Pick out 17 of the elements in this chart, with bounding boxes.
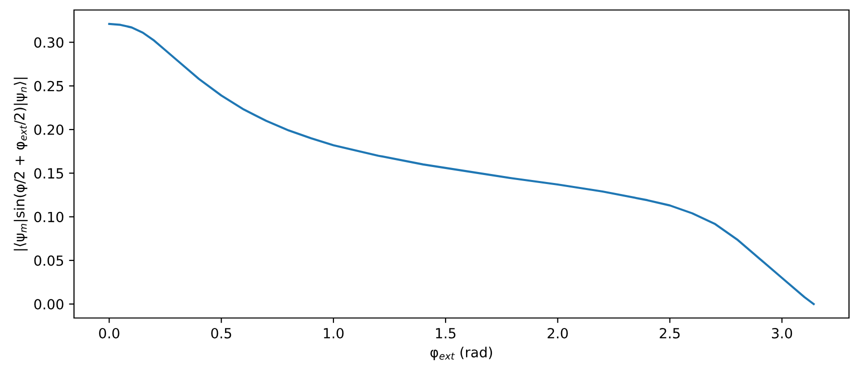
- x-tick-label: 0.0: [99, 328, 120, 338]
- line-series: [108, 22, 815, 306]
- x-tick-label: 3.0: [772, 328, 792, 338]
- x-tick-label: 1.5: [436, 328, 456, 338]
- y-tick-label: 0.10: [34, 212, 64, 222]
- y-tick-label: 0.00: [34, 299, 64, 310]
- y-tick-label: 0.15: [34, 168, 64, 179]
- y-tick-label: 0.05: [34, 255, 64, 266]
- y-tick-label: 0.30: [34, 37, 64, 48]
- x-tick-label: 0.5: [211, 328, 232, 338]
- x-tick-label: 2.5: [660, 328, 680, 338]
- x-tick-label: 1.0: [324, 328, 344, 338]
- y-tick-label: 0.20: [34, 124, 64, 136]
- x-axis-title: φ$_{ext}$ (rad): [430, 346, 492, 360]
- y-axis-title: |⟨ψ$_{m}$|sin(φ/2 + φ$_{ext}$/2)|ψ$_{n}$⟩|: [14, 78, 28, 250]
- y-tick-label: 0.25: [34, 80, 64, 92]
- x-tick-label: 2.0: [548, 328, 568, 338]
